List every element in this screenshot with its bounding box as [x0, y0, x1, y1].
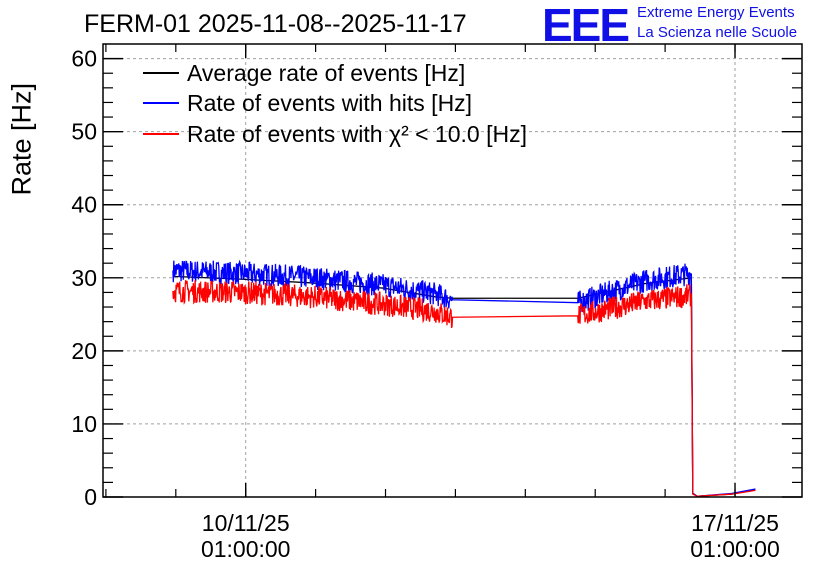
plot-border: [102, 43, 803, 498]
series-line-0: [172, 275, 756, 497]
x-tick-time-label: 01:00:00: [201, 536, 291, 562]
chart-title: FERM-01 2025-11-08--2025-11-17: [84, 10, 467, 38]
series-lines: [172, 259, 756, 497]
y-tick-label: 20: [71, 338, 97, 364]
logo-subtitle-line2: La Scienza nelle Scuole: [637, 24, 798, 41]
x-tick-date-label: 10/11/25: [202, 510, 290, 536]
plot-frame: [102, 43, 803, 498]
legend: Average rate of events [Hz] Rate of event…: [143, 60, 527, 147]
x-tick-time-label: 01:00:00: [690, 536, 780, 562]
series-line-1: [172, 259, 756, 497]
y-tick-label: 60: [71, 46, 97, 72]
y-tick-label: 0: [84, 484, 97, 510]
grid-lines: [103, 44, 802, 497]
y-tick-label: 30: [71, 265, 97, 291]
y-tick-label: 40: [71, 192, 97, 218]
legend-entry: Rate of events with hits [Hz]: [187, 90, 472, 116]
legend-entry: Average rate of events [Hz]: [187, 60, 465, 86]
y-tick-label: 50: [71, 119, 97, 145]
logo-subtitle-line1: Extreme Energy Events: [637, 4, 795, 21]
x-tick-date-label: 17/11/25: [691, 510, 779, 536]
eee-logo: EEE: [542, 0, 630, 51]
y-tick-label: 10: [71, 411, 97, 437]
series-line-2: [172, 280, 756, 497]
legend-entry: Rate of events with χ² < 10.0 [Hz]: [187, 121, 527, 147]
axis-ticks: 010203040506010/11/2501:00:0017/11/2501:…: [71, 44, 802, 562]
